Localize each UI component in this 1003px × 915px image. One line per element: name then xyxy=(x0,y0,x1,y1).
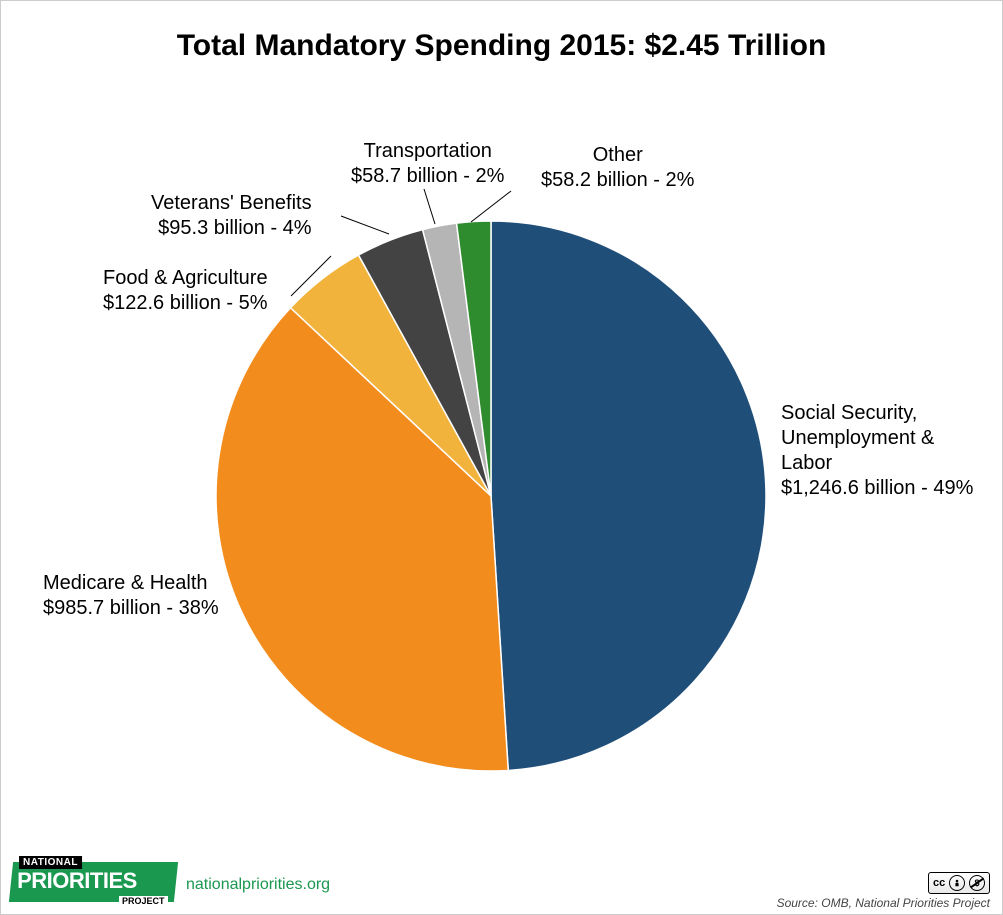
slice-label: Transportation$58.7 billion - 2% xyxy=(351,139,504,189)
cc-nc-icon: $ xyxy=(969,875,985,891)
leader-line xyxy=(471,191,511,222)
slice-label: Medicare & Health$985.7 billion - 38% xyxy=(43,571,219,621)
slice-label: Veterans' Benefits$95.3 billion - 4% xyxy=(151,191,312,241)
chart-title: Total Mandatory Spending 2015: $2.45 Tri… xyxy=(1,29,1002,63)
cc-badge: cc $ xyxy=(928,872,990,894)
source-text: Source: OMB, National Priorities Project xyxy=(777,896,990,910)
logo-project: PROJECT xyxy=(119,896,168,906)
site-link[interactable]: nationalpriorities.org xyxy=(186,876,330,894)
leader-line xyxy=(341,216,389,234)
pie-slice xyxy=(491,221,766,770)
footer: NATIONAL PRIORITIES PROJECT nationalprio… xyxy=(1,860,1002,914)
slice-label: Food & Agriculture$122.6 billion - 5% xyxy=(103,266,268,316)
leader-line xyxy=(424,189,435,224)
pie-chart: Social Security,Unemployment &Labor$1,24… xyxy=(1,101,1003,851)
slice-label: Social Security,Unemployment &Labor$1,24… xyxy=(781,401,973,501)
slice-label: Other$58.2 billion - 2% xyxy=(541,143,694,193)
chart-frame: Total Mandatory Spending 2015: $2.45 Tri… xyxy=(0,0,1003,915)
npp-logo: NATIONAL PRIORITIES PROJECT xyxy=(9,862,178,902)
logo-priorities: PRIORITIES xyxy=(17,868,137,894)
cc-by-icon xyxy=(949,875,965,891)
cc-label: cc xyxy=(933,877,945,889)
